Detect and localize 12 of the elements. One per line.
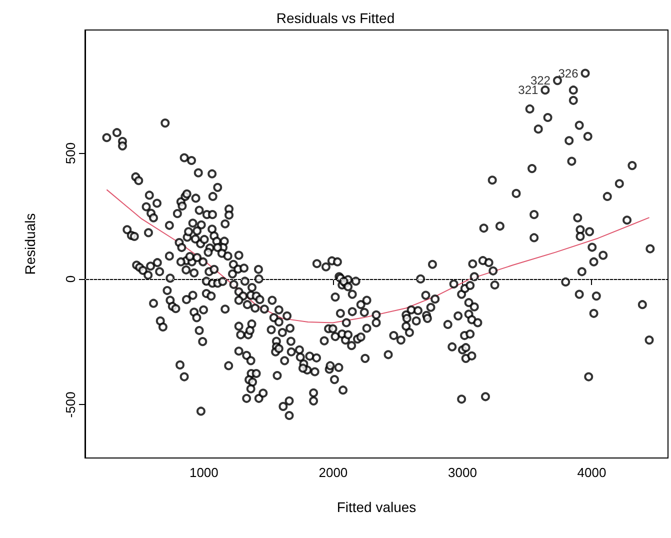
annotation: 321 (518, 83, 539, 98)
x-tick-label: 4000 (577, 465, 606, 480)
annotation: 326 (558, 66, 579, 80)
y-tick-label: -500 (63, 392, 78, 418)
y-tick-label: 0 (63, 275, 78, 283)
y-tick-label: 500 (63, 142, 78, 164)
y-axis-title: Residuals (22, 213, 38, 275)
chart-title: Residuals vs Fitted (276, 10, 395, 26)
x-tick-label: 2000 (318, 465, 348, 480)
x-tick-label: 3000 (448, 465, 477, 480)
x-axis-title: Fitted values (336, 499, 416, 515)
x-tick-label: 1000 (189, 465, 218, 480)
